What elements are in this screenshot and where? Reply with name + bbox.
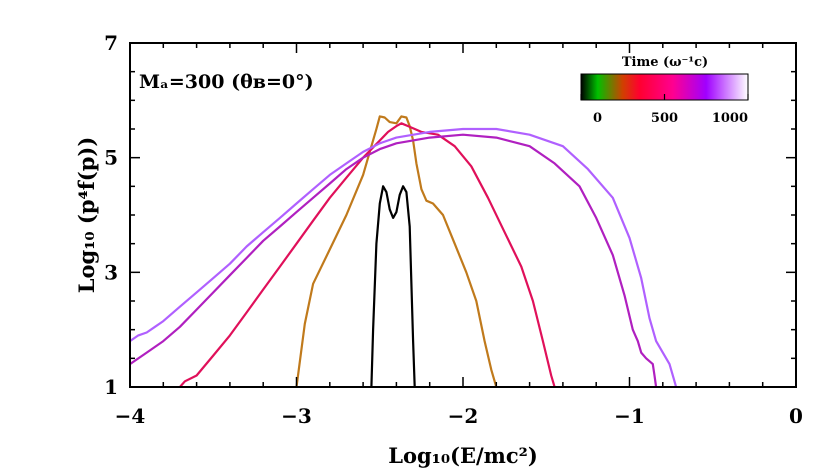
series-layer <box>130 115 678 387</box>
colorbar-title: Time (ω⁻¹c) <box>622 55 708 70</box>
y-axis-ticks: 1 3 5 7 <box>104 31 796 399</box>
series-line-t3 <box>179 122 556 387</box>
y-axis-label: Log₁₀ (p⁴f(p)) <box>74 137 99 294</box>
colorbar-tick-label: 1000 <box>712 111 748 126</box>
y-tick-label: 1 <box>104 375 118 399</box>
x-axis-ticks: −4 −3 −2 −1 0 <box>115 43 803 428</box>
colorbar: Time (ω⁻¹c) 0 500 1000 <box>580 55 749 126</box>
x-tick-label: −4 <box>115 404 146 428</box>
colorbar-tick-label: 0 <box>593 111 602 126</box>
y-tick-label: 3 <box>104 260 118 284</box>
y-tick-label: 5 <box>104 146 118 170</box>
x-tick-label: −1 <box>614 404 645 428</box>
x-axis-label: Log₁₀(E/mc²) <box>388 443 538 468</box>
colorbar-tick-label: 500 <box>651 111 678 126</box>
series-line-t2 <box>295 115 498 387</box>
series-line-t4 <box>130 133 658 387</box>
annotation: Mₐ=300 (θʙ=0°) <box>139 71 314 93</box>
colorbar-ticks: 0 500 1000 <box>580 94 749 126</box>
x-tick-label: 0 <box>789 404 803 428</box>
series-line-late <box>130 127 678 387</box>
x-tick-label: −3 <box>281 404 312 428</box>
series-line-early <box>370 185 416 387</box>
x-tick-label: −2 <box>448 404 479 428</box>
y-tick-label: 7 <box>104 31 118 55</box>
